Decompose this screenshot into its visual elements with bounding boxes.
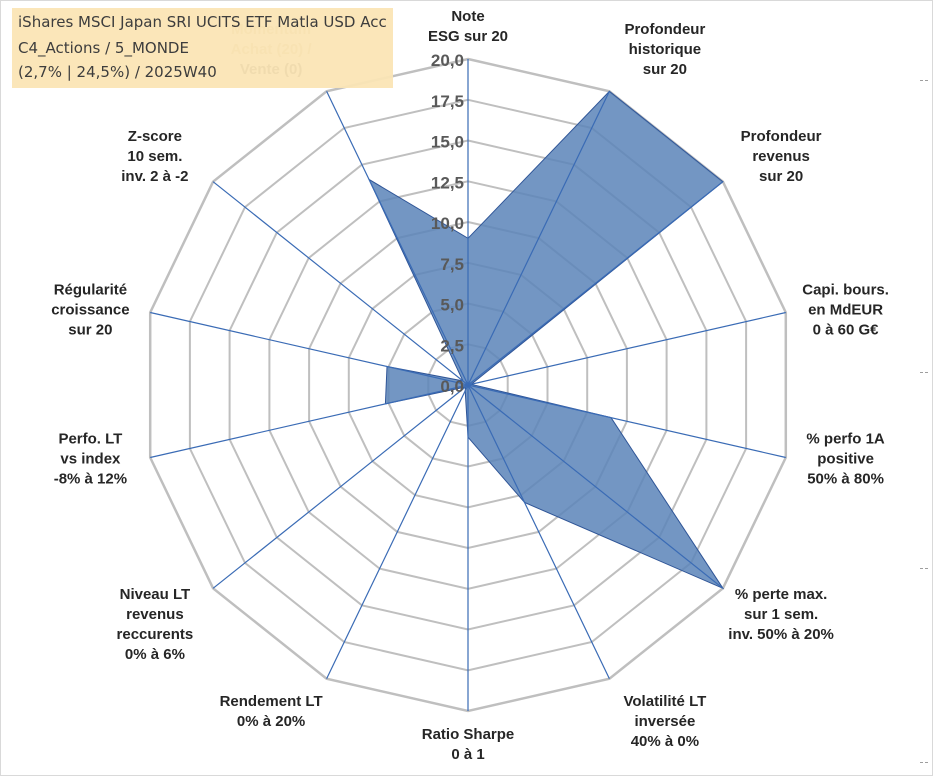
radar-tick-labels: 0,0 2,5 5,0 7,5 10,0 12,5 15,0 17,5 20,0 (431, 51, 464, 396)
category-label-line: Z-score (128, 128, 182, 145)
category-label: Capi. bours. en MdEUR 0 à 60 G€ (802, 282, 889, 339)
tick-label: 10,0 (431, 214, 464, 233)
category-label: Perfo. LT vs index -8% à 12% (54, 430, 127, 487)
spoke (467, 384, 610, 679)
edge-dash (920, 372, 928, 374)
radar-series (367, 90, 725, 590)
category-label-line: sur 20 (759, 168, 803, 185)
tick-label: 15,0 (431, 133, 464, 152)
category-label-line: sur 20 (643, 61, 687, 78)
category-label-line: positive (817, 450, 874, 467)
category-label-line: revenus (752, 148, 810, 165)
category-label-line: Rendement LT (220, 693, 323, 710)
spoke (467, 384, 786, 459)
spoke (150, 384, 469, 459)
spoke (467, 181, 724, 386)
spoke (150, 311, 469, 386)
category-label-line: historique (629, 41, 702, 58)
category-label-line: Régularité (54, 282, 127, 299)
fund-stats: (2,7% | 24,5%) / 2025W40 (18, 63, 217, 81)
spoke (212, 384, 469, 589)
edge-dash (920, 568, 928, 570)
spoke (467, 311, 786, 386)
tick-label: 20,0 (431, 51, 464, 70)
category-label-line: Capi. bours. (802, 282, 889, 299)
category-label-line: Ratio Sharpe (422, 726, 515, 743)
category-label: Rendement LT 0% à 20% (220, 693, 323, 730)
category-label: Note ESG sur 20 (428, 8, 508, 45)
category-label-line: -8% à 12% (54, 470, 127, 487)
category-label-line: Perfo. LT (58, 430, 122, 447)
category-label-line: reccurents (117, 626, 194, 643)
category-label-line: 40% à 0% (631, 733, 699, 750)
spoke (326, 91, 469, 386)
category-label-line: Profondeur (624, 21, 705, 38)
fund-name: iShares MSCI Japan SRI UCITS ETF Matla U… (18, 13, 387, 31)
category-label-line: 0 à 1 (451, 746, 484, 763)
category-label: Z-score 10 sem. inv. 2 à -2 (121, 128, 188, 185)
category-label-line: inv. 2 à -2 (121, 168, 188, 185)
category-label-line: Profondeur (741, 128, 822, 145)
category-label-line: Note (451, 8, 484, 25)
spoke (467, 384, 724, 589)
category-label-line: sur 20 (68, 322, 112, 339)
tick-label: 12,5 (431, 173, 464, 192)
category-label-line: inv. 50% à 20% (728, 626, 834, 643)
category-label: Profondeur historique sur 20 (624, 21, 705, 78)
category-label-line: inversée (634, 713, 695, 730)
tick-label: 0,0 (440, 377, 464, 396)
edge-dash (920, 80, 928, 82)
tick-label: 7,5 (440, 255, 464, 274)
category-label-line: ESG sur 20 (428, 28, 508, 45)
category-label-line: 0 à 60 G€ (813, 322, 880, 339)
tick-label: 17,5 (431, 92, 464, 111)
category-label-line: 50% à 80% (807, 470, 884, 487)
category-label: Niveau LT revenus reccurents 0% à 6% (117, 586, 194, 663)
category-label: % perfo 1A positive 50% à 80% (806, 430, 885, 487)
category-label-line: croissance (51, 302, 129, 319)
category-label: Volatilité LT inversée 40% à 0% (624, 693, 707, 750)
category-label: % perte max. sur 1 sem. inv. 50% à 20% (728, 586, 834, 643)
spoke (212, 181, 469, 386)
edge-dash (920, 762, 928, 764)
category-label-line: 10 sem. (127, 148, 182, 165)
category-label-line: Volatilité LT (624, 693, 707, 710)
category-label: Ratio Sharpe 0 à 1 (422, 726, 515, 763)
spoke (467, 91, 610, 386)
category-label-line: vs index (60, 450, 121, 467)
category-label-line: Niveau LT (120, 586, 191, 603)
category-label-line: 0% à 6% (125, 646, 185, 663)
category-label: Profondeur revenus sur 20 (741, 128, 822, 185)
fund-category: C4_Actions / 5_MONDE (18, 39, 189, 57)
radar-category-labels: Note ESG sur 20 Profondeur historique sur 20… (51, 8, 889, 763)
spoke (326, 384, 469, 679)
category-label-line: % perte max. (735, 586, 828, 603)
header-info-box: iShares MSCI Japan SRI UCITS ETF Matla U… (12, 8, 393, 88)
category-label-line: sur 1 sem. (744, 606, 818, 623)
series-area (367, 90, 725, 590)
category-label-line: 0% à 20% (237, 713, 305, 730)
radar-spokes (150, 59, 786, 711)
category-label-line: en MdEUR (808, 302, 883, 319)
category-label: Régularité croissance sur 20 (51, 282, 129, 339)
category-label-line: revenus (126, 606, 184, 623)
category-label-line: % perfo 1A (806, 430, 885, 447)
tick-label: 5,0 (440, 296, 464, 315)
tick-label: 2,5 (440, 336, 464, 355)
